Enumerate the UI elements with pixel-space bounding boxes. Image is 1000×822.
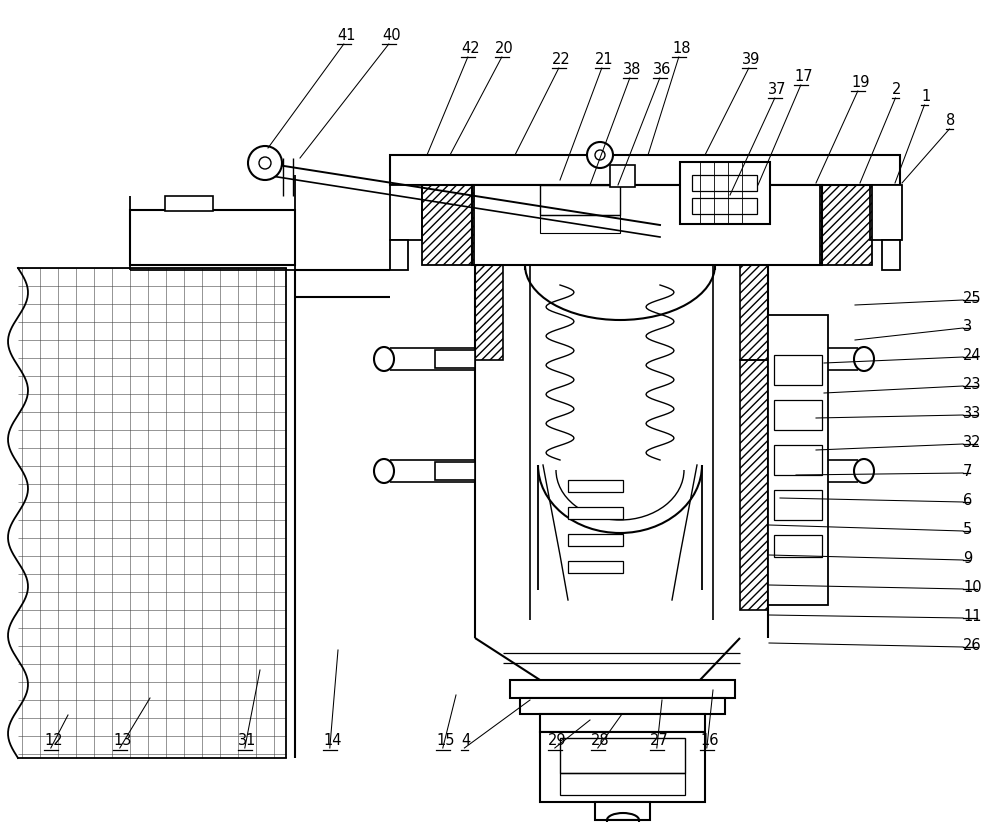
Bar [774,535,822,557]
Text: 25: 25 [963,290,982,306]
Text: 29: 29 [548,733,567,748]
Bar [0,0,18,822]
Bar [540,185,620,215]
Text: 10: 10 [963,580,982,594]
Bar [740,265,768,360]
Text: 4: 4 [461,733,470,748]
Bar [568,561,623,573]
Bar [820,185,872,265]
Text: 15: 15 [436,733,454,748]
Bar [774,355,822,385]
Text: 40: 40 [382,28,401,43]
Text: 16: 16 [700,733,718,748]
Text: 27: 27 [650,733,669,748]
Text: 17: 17 [794,69,813,84]
Bar [520,698,725,714]
Text: 38: 38 [623,62,641,77]
Ellipse shape [374,459,394,483]
Bar [610,165,635,187]
Bar [435,350,475,368]
Bar [774,490,822,520]
Text: 22: 22 [552,52,571,67]
Ellipse shape [854,347,874,371]
Text: 39: 39 [742,52,760,67]
Text: 9: 9 [963,551,972,566]
Bar [390,185,422,240]
Bar [568,507,623,519]
Text: 12: 12 [44,733,63,748]
Bar [560,738,685,773]
Circle shape [595,150,605,160]
Bar [540,732,705,802]
Bar [680,162,770,224]
Ellipse shape [374,347,394,371]
Bar [870,185,902,240]
Bar [607,820,639,822]
Text: 6: 6 [963,492,972,507]
Text: 26: 26 [963,638,982,653]
Bar [692,175,757,191]
Text: 21: 21 [595,52,614,67]
Bar [774,445,822,475]
Text: 19: 19 [851,75,870,90]
Text: 41: 41 [337,28,356,43]
Circle shape [248,146,282,180]
Text: 13: 13 [113,733,131,748]
Bar [740,360,768,610]
Text: 24: 24 [963,348,982,363]
Text: 11: 11 [963,608,982,624]
Text: 14: 14 [323,733,342,748]
Bar [130,210,295,265]
Text: 28: 28 [591,733,610,748]
Text: 36: 36 [653,62,671,77]
Bar [435,462,475,480]
Text: 31: 31 [238,733,256,748]
Text: 37: 37 [768,82,786,97]
Bar [882,240,900,270]
Bar [165,196,213,211]
Bar [390,240,408,270]
Text: 2: 2 [892,82,901,97]
Circle shape [259,157,271,169]
Bar [540,215,620,233]
Bar [568,534,623,546]
Text: 42: 42 [461,41,480,56]
Bar [475,265,503,360]
Bar [692,198,757,214]
Text: 7: 7 [963,464,972,478]
Bar [472,185,822,265]
Bar [595,802,650,820]
Bar [568,480,623,492]
Text: 20: 20 [495,41,514,56]
Bar [422,185,474,265]
Bar [560,773,685,795]
Text: 32: 32 [963,435,982,450]
Bar [774,400,822,430]
Text: 8: 8 [946,113,955,128]
Text: 18: 18 [672,41,690,56]
Bar [768,315,828,605]
Ellipse shape [854,459,874,483]
Text: 23: 23 [963,376,982,391]
Circle shape [587,142,613,168]
Bar [510,680,735,698]
Text: 3: 3 [963,318,972,334]
Text: 5: 5 [963,521,972,537]
Text: 1: 1 [921,89,930,104]
Bar [540,714,705,732]
Text: 33: 33 [963,405,981,421]
Bar [390,155,900,185]
